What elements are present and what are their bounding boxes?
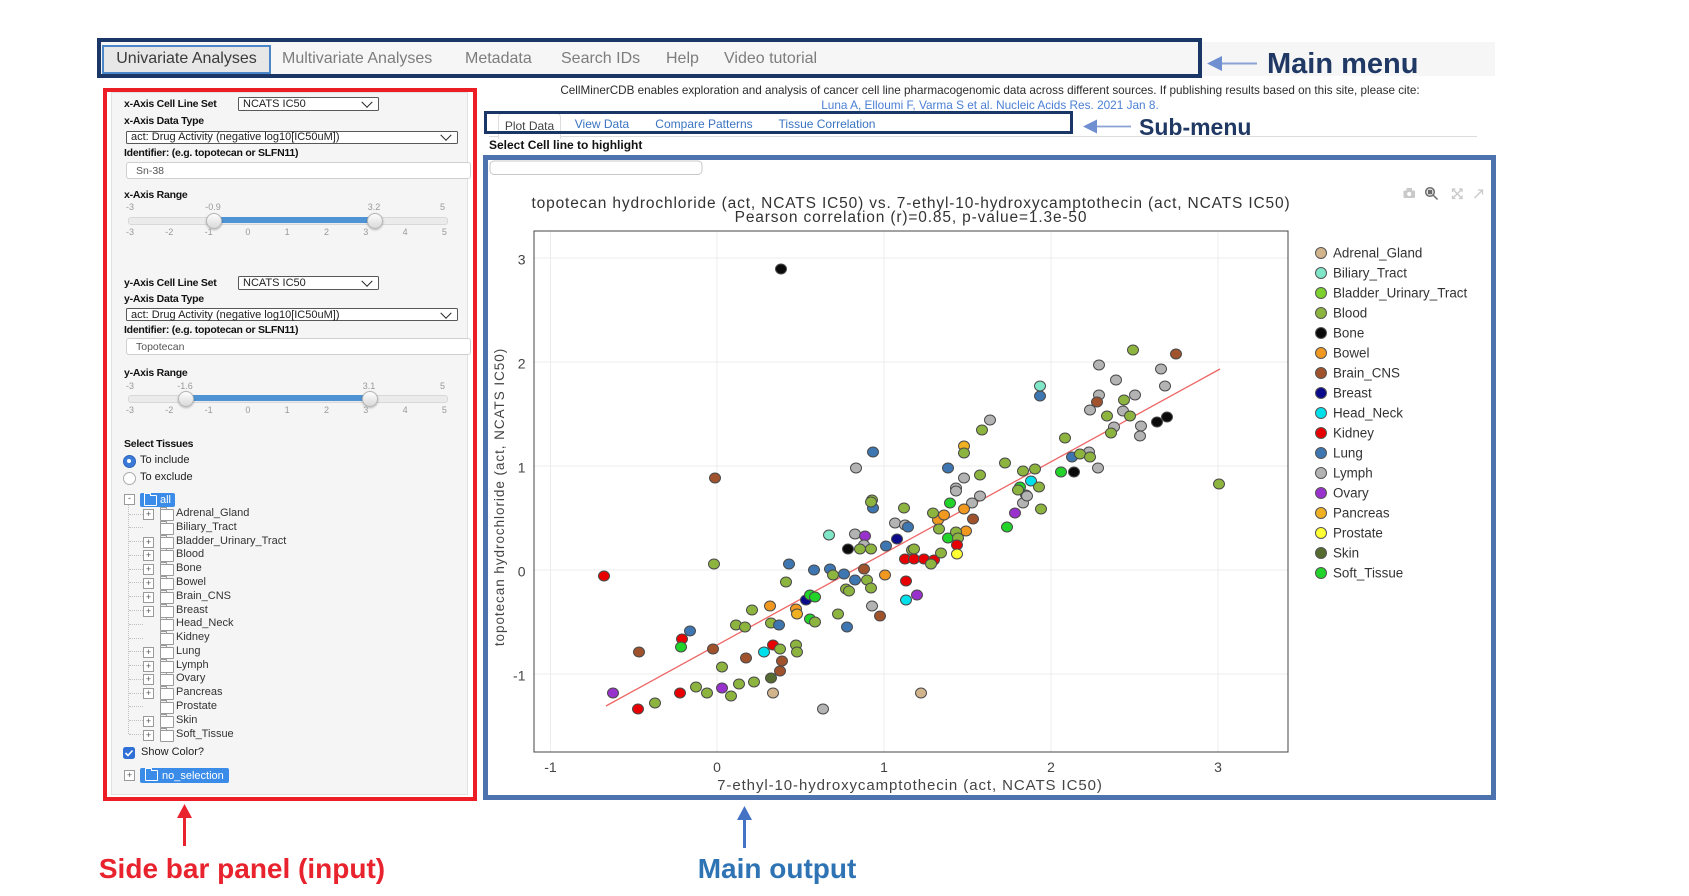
svg-text:Kidney: Kidney — [1333, 426, 1374, 441]
svg-text:Prostate: Prostate — [1333, 526, 1383, 541]
svg-text:topotecan hydrochloride (act,: topotecan hydrochloride (act, NCATS IC50… — [531, 195, 1290, 212]
svg-text:1: 1 — [880, 759, 888, 775]
svg-text:Lymph: Lymph — [1333, 466, 1373, 481]
svg-text:Skin: Skin — [1333, 546, 1359, 561]
svg-text:2: 2 — [518, 356, 526, 372]
svg-text:Bladder_Urinary_Tract: Bladder_Urinary_Tract — [1333, 286, 1467, 301]
svg-text:Lung: Lung — [1333, 446, 1363, 461]
svg-text:0: 0 — [713, 759, 721, 775]
svg-text:topotecan hydrochloride (act,: topotecan hydrochloride (act, NCATS IC50… — [492, 348, 507, 646]
svg-text:Blood: Blood — [1333, 306, 1367, 321]
svg-text:Breast: Breast — [1333, 386, 1372, 401]
svg-text:Bone: Bone — [1333, 326, 1364, 341]
svg-text:Head_Neck: Head_Neck — [1333, 406, 1403, 421]
svg-text:-1: -1 — [544, 759, 557, 775]
svg-text:Pearson correlation (r)=0.85,: Pearson correlation (r)=0.85, p-value=1.… — [735, 209, 1088, 226]
svg-text:3: 3 — [1214, 759, 1222, 775]
svg-text:3: 3 — [518, 252, 526, 268]
svg-text:Ovary: Ovary — [1333, 486, 1369, 501]
svg-text:Soft_Tissue: Soft_Tissue — [1333, 566, 1403, 581]
svg-text:1: 1 — [518, 460, 526, 476]
svg-text:7-ethyl-10-hydroxycamptothecin: 7-ethyl-10-hydroxycamptothecin (act, NCA… — [717, 777, 1103, 794]
svg-text:Adrenal_Gland: Adrenal_Gland — [1333, 246, 1422, 261]
svg-text:2: 2 — [1047, 759, 1055, 775]
svg-text:-1: -1 — [513, 668, 526, 684]
svg-text:Biliary_Tract: Biliary_Tract — [1333, 266, 1407, 281]
svg-text:Pancreas: Pancreas — [1333, 506, 1390, 521]
svg-text:Bowel: Bowel — [1333, 346, 1369, 361]
svg-text:0: 0 — [518, 564, 526, 580]
svg-text:Brain_CNS: Brain_CNS — [1333, 366, 1400, 381]
